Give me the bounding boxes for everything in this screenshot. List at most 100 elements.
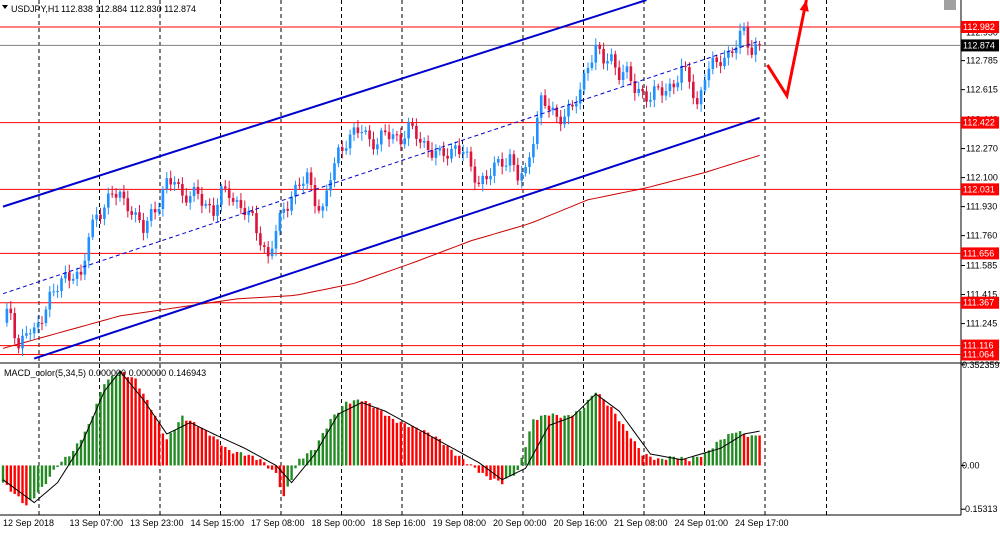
forecast-arrow [766, 0, 809, 100]
bear-candle [672, 83, 676, 88]
current-price-tag-label: 112.874 [963, 40, 995, 50]
macd-bar [95, 403, 98, 466]
bear-candle [629, 66, 633, 82]
macd-bar [481, 465, 484, 473]
macd-bar [508, 465, 512, 477]
macd-bar [91, 416, 94, 466]
bear-candle [695, 98, 699, 105]
bull-candle [664, 90, 668, 96]
macd-bar [212, 436, 215, 466]
macd-bar [337, 412, 340, 466]
bull-candle [734, 47, 738, 53]
horizontal-levels[interactable] [0, 26, 961, 355]
bull-candle [165, 178, 169, 189]
bear-candle [543, 95, 547, 106]
macd-bar [142, 393, 145, 466]
bear-candle [255, 213, 258, 234]
time-tick-label: 24 Sep 01:00 [675, 518, 729, 528]
time-tick-label: 18 Sep 16:00 [372, 518, 426, 528]
macd-bar [313, 449, 317, 466]
macd-bar [586, 399, 590, 466]
macd-bar [325, 428, 328, 466]
bull-candle [157, 209, 161, 213]
bull-candle [738, 30, 742, 48]
macd-bar [555, 415, 558, 466]
bull-candle [461, 151, 465, 155]
bull-candle [723, 57, 726, 67]
bear-candle [130, 211, 133, 215]
bear-candle [266, 246, 270, 257]
price-tick-label: 112.615 [966, 85, 998, 95]
macd-bar [699, 456, 703, 466]
macd-bar [247, 454, 250, 466]
level-tag [961, 116, 999, 129]
bull-candle [282, 208, 286, 213]
macd-bar [711, 448, 714, 466]
bear-candle [746, 26, 750, 48]
bear-candle [356, 127, 360, 134]
bear-candle [153, 209, 157, 213]
macd-bar [696, 456, 699, 466]
macd-bar [551, 413, 555, 466]
bull-candle [337, 147, 340, 164]
macd-bar [345, 401, 348, 466]
macd-bar [387, 415, 391, 466]
macd-bar [501, 465, 504, 485]
macd-bar [703, 452, 707, 466]
bull-candle [348, 134, 352, 149]
bull-candle [606, 61, 609, 64]
macd-bar [559, 417, 562, 466]
bull-candle [302, 183, 305, 186]
bear-candle [430, 149, 434, 158]
macd-bar [134, 378, 137, 466]
macd-bar [29, 465, 32, 500]
bull-candle [60, 278, 63, 291]
macd-bar [532, 419, 535, 466]
macd-bar [368, 403, 371, 466]
bear-candle [477, 182, 481, 185]
bear-candle [231, 198, 235, 202]
macd-bar [653, 459, 656, 466]
macd-bar [99, 391, 102, 466]
bear-candle [602, 48, 605, 64]
forecast-arrow-line [766, 0, 808, 100]
trend-channel[interactable] [2, 0, 760, 360]
corner-marker [944, 0, 956, 10]
macd-tick-label: 0.00 [962, 460, 980, 470]
bull-candle [680, 65, 683, 83]
macd-bar [450, 449, 453, 466]
macd-bar [122, 371, 126, 466]
macd-bar [384, 415, 387, 466]
bear-candle [239, 200, 243, 208]
chart-menu-icon[interactable] [2, 5, 8, 9]
bear-candle [259, 233, 262, 246]
macd-bar [114, 375, 118, 466]
macd-bar [462, 459, 465, 466]
bull-candle [274, 231, 278, 249]
bear-candle [426, 140, 430, 150]
level-tag [961, 296, 999, 309]
macd-bar [216, 439, 219, 466]
macd-bar [754, 435, 757, 466]
moving-average [2, 154, 760, 349]
price-tick-label: 112.270 [966, 144, 998, 154]
bull-candle [344, 148, 348, 151]
bull-candle [563, 116, 566, 125]
bull-candle [481, 175, 484, 185]
macd-bar [727, 433, 730, 466]
level-tag-label: 111.656 [963, 248, 994, 258]
bull-candle [625, 66, 629, 73]
macd-bar [286, 465, 289, 487]
macd-bar [165, 439, 168, 466]
bear-candle [692, 81, 695, 99]
bear-candle [500, 158, 504, 167]
macd-bar [1, 465, 5, 483]
macd-bar [83, 431, 87, 466]
time-tick-label: 20 Sep 16:00 [554, 518, 608, 528]
macd-bar [660, 458, 664, 466]
bear-candle [208, 203, 211, 206]
bull-candle [754, 44, 757, 55]
macd-bar [403, 423, 406, 466]
bear-candle [243, 207, 247, 216]
